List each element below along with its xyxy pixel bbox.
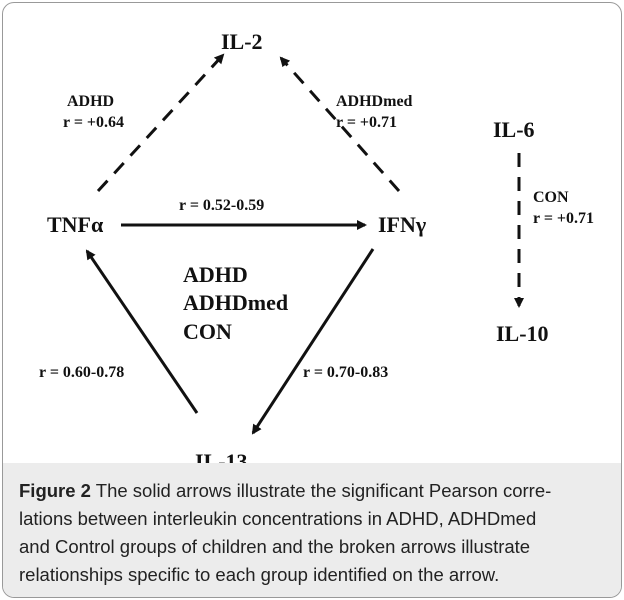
solid-arrow bbox=[251, 248, 375, 435]
node-label: IFNγ bbox=[378, 212, 426, 237]
dashed-arrow bbox=[96, 53, 225, 193]
group-label: ADHDmed bbox=[183, 290, 288, 315]
caption-line: Figure 2 The solid arrows illustrate the… bbox=[19, 477, 621, 505]
edge-label: r = +0.64 bbox=[63, 114, 124, 131]
group-label: CON bbox=[183, 319, 232, 344]
edge-label: r = +0.71 bbox=[533, 210, 594, 227]
caption: Figure 2 The solid arrows illustrate the… bbox=[3, 463, 621, 597]
diagram: IL-2 TNFα IFNγ IL-13 IL-6 IL-10 ADHD r =… bbox=[39, 29, 594, 473]
node-label: IL-2 bbox=[221, 29, 263, 54]
node-label: TNFα bbox=[47, 212, 104, 237]
edge-group: ADHD bbox=[67, 93, 114, 110]
edge-group: CON bbox=[533, 189, 569, 206]
caption-line: and Control groups of children and the b… bbox=[19, 536, 531, 557]
solid-arrow bbox=[85, 249, 199, 414]
edge-label: r = +0.71 bbox=[336, 114, 397, 131]
node-label: IL-6 bbox=[493, 117, 535, 142]
caption-line: relationships specific to each group ide… bbox=[19, 564, 500, 585]
dashed-arrow bbox=[279, 56, 401, 192]
caption-label: Figure 2 bbox=[19, 480, 91, 501]
group-label: ADHD bbox=[183, 262, 248, 287]
caption-line: lations between interleukin concentratio… bbox=[19, 508, 537, 529]
node-label: IL-10 bbox=[496, 321, 549, 346]
edge-label: r = 0.52-0.59 bbox=[179, 197, 264, 214]
edge-label: r = 0.70-0.83 bbox=[303, 364, 388, 381]
caption-text: The solid arrows illustrate the signific… bbox=[95, 480, 552, 501]
edge-label: r = 0.60-0.78 bbox=[39, 364, 124, 381]
edge-group: ADHDmed bbox=[336, 93, 413, 110]
